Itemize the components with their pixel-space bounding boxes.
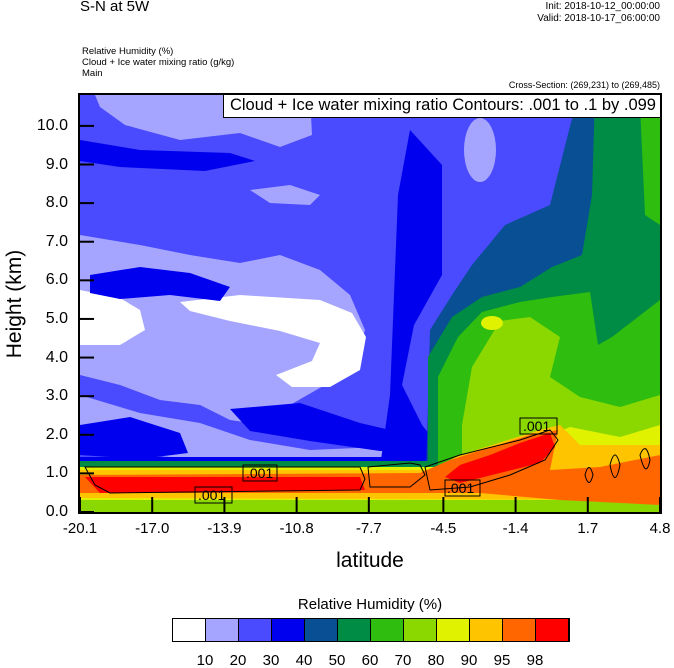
colorbar-label: 40 [295, 652, 313, 668]
rh-fill-60-70 [640, 95, 660, 225]
colorbar-swatch [503, 619, 536, 641]
x-tick-label: -13.9 [207, 520, 242, 537]
rh-fill-30-40 [80, 140, 255, 171]
y-tick-label: 6.0 [45, 271, 68, 289]
contour-label: .001 [447, 480, 474, 496]
x-tick-label: -4.5 [430, 520, 457, 537]
rh-fill-10-20 [250, 185, 320, 205]
x-tick-label: -10.8 [279, 520, 314, 537]
colorbar-label: 30 [262, 652, 280, 668]
colorbar-swatch [338, 619, 371, 641]
rh-fill-30-40 [380, 130, 452, 467]
colorbar-swatch [404, 619, 437, 641]
colorbar-swatch [437, 619, 470, 641]
colorbar-swatch [371, 619, 404, 641]
contour-label-box: .001 [444, 479, 481, 497]
field-label-main: Main [82, 68, 103, 79]
y-tick-label: 5.0 [45, 309, 68, 327]
rh-fill-30-40 [80, 417, 188, 459]
field-label-qcloud: Cloud + Ice water mixing ratio (g/kg) [82, 57, 235, 68]
x-tick-label: 4.8 [649, 520, 671, 537]
colorbar-label: 60 [361, 652, 379, 668]
rh-fill-surface-red [445, 433, 555, 483]
colorbar-label: 20 [229, 652, 247, 668]
x-tick-label: -1.4 [502, 520, 529, 537]
colorbar-swatch [305, 619, 338, 641]
rh-fill-0-10 [180, 295, 366, 387]
x-tick-label: -17.0 [135, 520, 170, 537]
rh-fill-surface-green [80, 461, 430, 467]
contour-label-box: .001 [194, 486, 233, 504]
x-axis-label: latitude [336, 549, 404, 572]
colorbar-label: 90 [460, 652, 478, 668]
y-tick-label: 10.0 [36, 116, 68, 134]
x-tick-label: -20.1 [62, 520, 98, 537]
y-tick-label: 9.0 [45, 155, 68, 173]
qcloud-contour-line [584, 448, 651, 483]
colorbar-swatch [272, 619, 305, 641]
colorbar-label: 80 [427, 652, 445, 668]
x-tick-label: -7.7 [355, 520, 382, 537]
colorbar-title: Relative Humidity (%) [297, 596, 443, 613]
colorbar-swatch [536, 619, 569, 641]
contour-label: .001 [198, 487, 225, 503]
x-tick-label: 1.7 [577, 520, 599, 537]
colorbar-swatch [206, 619, 239, 641]
rh-fill-surface-red [85, 477, 365, 493]
rh-fill-surface-lightgreen [80, 500, 660, 512]
rh-fill-0-10 [80, 290, 145, 345]
y-tick-label: 7.0 [45, 232, 68, 250]
plot-area: .001 .001 .001 .001 Cloud + Ice water mi… [78, 93, 662, 514]
colorbar-swatch [173, 619, 206, 641]
valid-time: Valid: 2018-10-17_06:00:00 [537, 13, 660, 24]
colorbar [172, 618, 570, 642]
contour-label: .001 [246, 465, 273, 481]
cross-section-label: Cross-Section: (269,231) to (269,485) [508, 80, 660, 90]
colorbar-label: 70 [394, 652, 412, 668]
rh-fill-80-90 [481, 316, 503, 330]
colorbar-swatch [239, 619, 272, 641]
colorbar-label: 10 [196, 652, 214, 668]
init-time: Init: 2018-10-12_00:00:00 [545, 1, 660, 12]
colorbar-label: 50 [328, 652, 346, 668]
y-axis-label: Height (km) [3, 249, 26, 359]
rh-fill-30-40 [90, 267, 230, 301]
field-label-rh: Relative Humidity (%) [82, 46, 174, 57]
contour-info-box: Cloud + Ice water mixing ratio Contours:… [222, 95, 660, 118]
y-tick-label: 4.0 [45, 348, 68, 366]
contour-label-box: .001 [242, 464, 278, 482]
plot-title: S-N at 5W [80, 0, 150, 15]
y-tick-label: 1.0 [45, 464, 68, 482]
colorbar-label: 95 [493, 652, 511, 668]
y-tick-label: 8.0 [45, 194, 68, 212]
rh-contour-field: .001 .001 .001 .001 [80, 95, 660, 512]
y-tick-label: 2.0 [45, 425, 68, 443]
colorbar-label: 98 [526, 652, 544, 668]
colorbar-swatch [470, 619, 503, 641]
y-tick-label: 0.0 [45, 503, 68, 520]
contour-label: .001 [523, 418, 550, 434]
rh-fill-10-20 [464, 118, 496, 182]
y-tick-label: 3.0 [45, 387, 68, 405]
qcloud-contour-line [84, 429, 559, 494]
contour-label-box: .001 [519, 417, 558, 435]
rh-fill-surface-blue [80, 457, 425, 463]
